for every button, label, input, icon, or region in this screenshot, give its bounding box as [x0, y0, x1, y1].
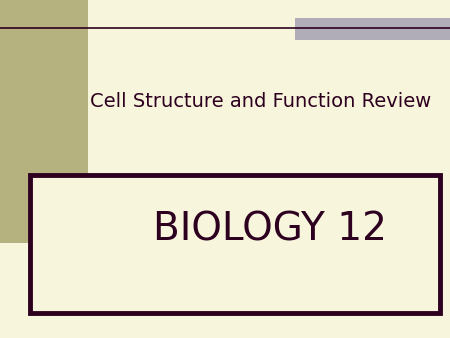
Bar: [0, 0, 88, 243]
Text: BIOLOGY 12: BIOLOGY 12: [153, 211, 387, 249]
Bar: [295, 18, 450, 40]
Text: Cell Structure and Function Review: Cell Structure and Function Review: [90, 92, 432, 111]
Bar: [30, 175, 440, 313]
